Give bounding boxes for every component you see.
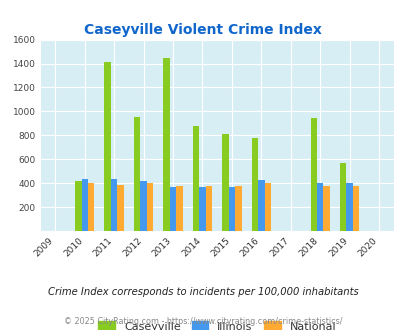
- Bar: [163, 57, 169, 231]
- Bar: [310, 118, 316, 231]
- Bar: [251, 138, 258, 231]
- Bar: [339, 163, 345, 231]
- Bar: [134, 117, 140, 231]
- Text: Crime Index corresponds to incidents per 100,000 inhabitants: Crime Index corresponds to incidents per…: [47, 287, 358, 297]
- Bar: [88, 183, 94, 231]
- Bar: [81, 179, 88, 231]
- Bar: [192, 126, 199, 231]
- Bar: [258, 180, 264, 231]
- Bar: [234, 186, 241, 231]
- Bar: [111, 179, 117, 231]
- Bar: [75, 182, 81, 231]
- Bar: [176, 186, 182, 231]
- Legend: Caseyville, Illinois, National: Caseyville, Illinois, National: [94, 317, 340, 330]
- Bar: [316, 183, 323, 231]
- Bar: [323, 186, 329, 231]
- Bar: [264, 183, 271, 231]
- Bar: [345, 182, 352, 231]
- Bar: [147, 183, 153, 231]
- Bar: [222, 134, 228, 231]
- Bar: [140, 182, 147, 231]
- Bar: [169, 187, 176, 231]
- Bar: [104, 62, 111, 231]
- Text: © 2025 CityRating.com - https://www.cityrating.com/crime-statistics/: © 2025 CityRating.com - https://www.city…: [64, 317, 341, 326]
- Bar: [117, 185, 124, 231]
- Bar: [205, 186, 212, 231]
- Text: Caseyville Violent Crime Index: Caseyville Violent Crime Index: [84, 23, 321, 37]
- Bar: [199, 187, 205, 231]
- Bar: [352, 186, 358, 231]
- Bar: [228, 187, 234, 231]
